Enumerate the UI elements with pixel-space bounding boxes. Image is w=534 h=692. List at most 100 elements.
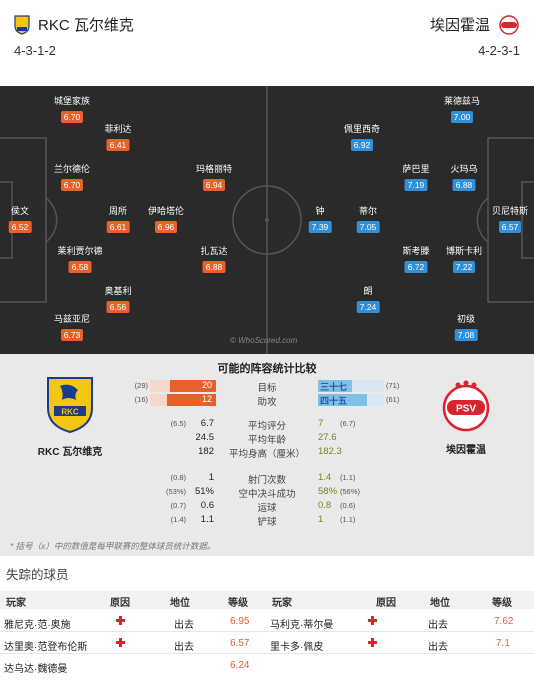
stat-row-avg-age: 24.5 平均年龄 27.6 — [0, 432, 534, 446]
away-avg-rating-avg: (6.7) — [340, 419, 356, 428]
missing-players-title: 失踪的球员 — [6, 568, 69, 582]
away-aerials: 58% — [318, 486, 338, 497]
home-tackles-avg: (1.4) — [170, 515, 186, 524]
player-away-4[interactable]: 火玛乌 6.88 — [450, 164, 478, 191]
away-shots: 1.4 — [318, 472, 332, 483]
missing-player-name[interactable]: 达里奥·范登布伦斯 — [4, 642, 88, 653]
player-home-2[interactable]: 菲利达 6.41 — [104, 124, 132, 151]
injury-icon — [116, 638, 125, 647]
away-assists-bar — [318, 394, 384, 406]
player-home-1[interactable]: 城堡家族 6.70 — [53, 96, 91, 123]
away-goals-value: 三十七 — [320, 382, 348, 392]
stat-row-shots: (0.8) 1 射门次数 1.4 (1.1) — [0, 472, 534, 486]
away-crest-name: 埃因霍温 — [446, 445, 486, 456]
stat-row-assists: (16) 12 助攻 四十五 (61) — [0, 394, 534, 408]
home-avg-height: 182 — [198, 446, 214, 457]
home-team-name: RKC 瓦尔维克 — [38, 17, 134, 34]
player-home-9[interactable]: 扎瓦达 6.88 — [200, 246, 228, 273]
player-home-5[interactable]: 侯文 6.52 — [8, 204, 32, 235]
player-away-6[interactable]: 蒂尔 7.05 — [356, 204, 380, 235]
away-team[interactable]: 埃因霍温 — [430, 14, 520, 35]
stat-row-avg-rating: (6.5) 6.7 平均评分 7 (6.7) — [0, 418, 534, 432]
player-home-10[interactable]: 奥基利 6.56 — [104, 286, 132, 313]
col-status-right: 地位 — [430, 598, 450, 609]
missing-player-name[interactable]: 里卡多·佩皮 — [270, 642, 324, 653]
player-away-5[interactable]: 钟 7.39 — [308, 204, 332, 235]
missing-status: 出去 — [174, 642, 194, 653]
home-shots: 1 — [208, 472, 214, 483]
col-reason-left: 原因 — [110, 598, 130, 609]
col-player-left: 玩家 — [6, 598, 26, 609]
player-home-8[interactable]: 莱利贾尔德 6.58 — [57, 246, 103, 273]
home-assists-value: 12 — [201, 394, 212, 404]
pitch: 城堡家族 6.70 菲利达 6.41 兰尔德伦 6.70 玛格丽特 6.94 侯… — [0, 86, 534, 354]
missing-rating: 6.95 — [230, 616, 250, 627]
lineup-comparison: 可能的阵容统计比较 RKC RKC 瓦尔维克 PSV 埃因霍温 (29) 20 … — [0, 354, 534, 556]
away-crest-block: PSV 埃因霍温 — [420, 380, 512, 456]
player-home-4[interactable]: 玛格丽特 6.94 — [195, 164, 233, 191]
missing-player-name[interactable]: 达乌达·魏德曼 — [4, 664, 68, 675]
player-away-11[interactable]: 初级 7.08 — [454, 312, 478, 343]
injury-icon — [368, 638, 377, 647]
avg-rating-label: 平均评分 — [247, 421, 287, 432]
svg-text:PSV: PSV — [456, 404, 476, 415]
player-away-8[interactable]: 斯考滕 6.72 — [402, 246, 430, 273]
home-crest-name: RKC 瓦尔维克 — [37, 447, 103, 458]
stats-footnote: * 括号（x）中的数值是每甲联赛的整体球员统计数据。 — [10, 541, 216, 551]
injury-icon — [116, 616, 125, 625]
home-team[interactable]: RKC 瓦尔维克 — [14, 14, 134, 35]
missing-row: 达乌达·魏德曼 6.24 — [0, 656, 534, 676]
svg-text:RKC: RKC — [61, 408, 79, 417]
col-rating-left: 等级 — [228, 598, 248, 609]
away-aerials-avg: (56%) — [340, 487, 361, 496]
player-away-7[interactable]: 贝尼特斯 6.57 — [491, 206, 529, 233]
home-assists-bar — [150, 394, 216, 406]
whoscored-watermark: © WhoScored.com — [230, 336, 298, 345]
home-goals-bar — [150, 380, 216, 392]
home-crest-block: RKC RKC 瓦尔维克 — [24, 376, 116, 458]
missing-row: 达里奥·范登布伦斯 出去 6.57 里卡多·佩皮 出去 7.1 — [0, 634, 534, 654]
home-goals-avg: (29) — [134, 381, 148, 390]
col-rating-right: 等级 — [492, 598, 512, 609]
comparison-title: 可能的阵容统计比较 — [217, 363, 317, 375]
missing-status: 出去 — [174, 620, 194, 631]
home-dribbles-avg: (0.7) — [170, 501, 186, 510]
away-goals-bar — [318, 380, 384, 392]
missing-rating: 6.24 — [230, 660, 250, 671]
aerials-label: 空中决斗成功 — [238, 489, 296, 500]
missing-player-name[interactable]: 雅尼克·范·奥施 — [4, 620, 71, 631]
player-away-10[interactable]: 朗 7.24 — [356, 284, 380, 315]
player-home-11[interactable]: 马兹亚尼 6.73 — [53, 314, 91, 341]
col-status-left: 地位 — [170, 598, 190, 609]
pitch-lines — [0, 86, 534, 354]
player-home-7[interactable]: 伊哈塔伦 6.96 — [147, 206, 185, 233]
home-formation: 4-3-1-2 — [14, 43, 56, 58]
missing-status: 出去 — [428, 642, 448, 653]
missing-rating: 7.62 — [494, 616, 514, 627]
dribbles-label: 运球 — [257, 503, 277, 514]
player-away-3[interactable]: 萨巴里 7.19 — [402, 164, 430, 191]
away-team-name: 埃因霍温 — [429, 17, 490, 34]
player-away-2[interactable]: 佩里西奇 6.92 — [343, 124, 381, 151]
home-shots-avg: (0.8) — [170, 473, 186, 482]
missing-player-name[interactable]: 马利克·蒂尔曼 — [270, 620, 334, 631]
player-away-9[interactable]: 博斯卡利 7.22 — [445, 246, 483, 273]
home-avg-age: 24.5 — [195, 432, 215, 443]
player-home-6[interactable]: 周所 6.61 — [106, 204, 130, 235]
avg-age-label: 平均年龄 — [247, 435, 287, 446]
away-avg-age: 27.6 — [318, 432, 337, 443]
player-home-3[interactable]: 兰尔德伦 6.70 — [53, 164, 91, 191]
missing-rating: 7.1 — [496, 638, 510, 649]
col-reason-right: 原因 — [376, 598, 396, 609]
psv-crest-icon — [499, 14, 519, 35]
tackles-label: 铲球 — [257, 517, 277, 528]
away-tackles: 1 — [318, 514, 324, 525]
away-assists-value: 四十五 — [320, 396, 348, 406]
rkc-large-crest-icon: RKC — [47, 377, 93, 434]
home-aerials-avg: (53%) — [165, 487, 186, 496]
home-avg-rating: 6.7 — [200, 418, 214, 429]
home-goals-value: 20 — [201, 380, 212, 390]
shots-label: 射门次数 — [247, 475, 287, 486]
missing-row: 雅尼克·范·奥施 出去 6.95 马利克·蒂尔曼 出去 7.62 — [0, 612, 534, 632]
player-away-1[interactable]: 莱德兹马 7.00 — [443, 96, 481, 123]
